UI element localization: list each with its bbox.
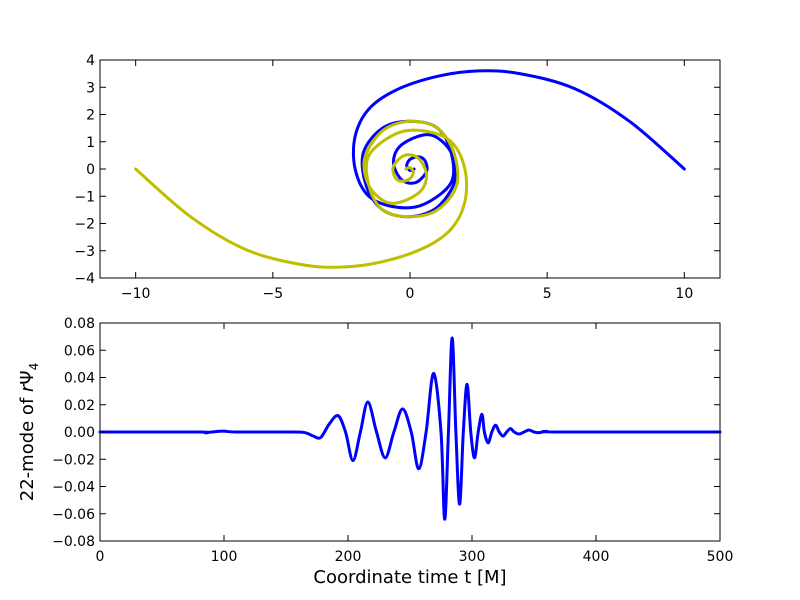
- waveform-series-group: [98, 336, 722, 521]
- waveform-y-axis-label-psi: Ψ: [17, 370, 38, 384]
- waveform-xtick-label: 0: [96, 549, 105, 565]
- trajectory-xtick-label: −5: [263, 286, 284, 302]
- waveform-plot: 0 100 200 300 400 500 0.08 0.06 0.04 0.02 0.00 −0.0…: [17, 316, 733, 588]
- trajectory-xtick-label: −10: [121, 286, 151, 302]
- trajectory-ytick-label: −3: [74, 244, 95, 260]
- waveform-x-axis-label: Coordinate time t [M]: [313, 567, 506, 588]
- waveform-ytick-label: −0.06: [52, 507, 95, 523]
- waveform-ytick-label: −0.02: [52, 452, 95, 468]
- waveform-xtick-label: 100: [211, 549, 238, 565]
- trajectory-series-group: [134, 69, 686, 269]
- trajectory-ytick-label: −1: [74, 189, 95, 205]
- trajectory-ytick-label: −2: [74, 217, 95, 233]
- trajectory-ytick-label: 3: [86, 80, 95, 96]
- waveform-ytick-label: 0.00: [64, 425, 95, 441]
- trajectory-ytick-label: 4: [86, 53, 95, 69]
- waveform-y-axis-label-prefix: 22-mode of: [17, 392, 38, 501]
- waveform-series-line-1: [98, 336, 722, 521]
- waveform-ytick-label: −0.04: [52, 480, 95, 496]
- waveform-ytick-label: 0.06: [64, 343, 95, 359]
- waveform-xtick-label: 300: [459, 549, 486, 565]
- trajectory-ytick-label: −4: [74, 271, 95, 287]
- waveform-y-axis-label-subscript: 4: [27, 363, 41, 371]
- waveform-ytick-label: 0.08: [64, 316, 95, 332]
- trajectory-xtick-label: 10: [675, 286, 693, 302]
- trajectory-ytick-label: 1: [86, 135, 95, 151]
- waveform-y-axis-label-r: r: [17, 383, 38, 392]
- trajectory-ytick-label: 0: [86, 162, 95, 178]
- waveform-xtick-label: 400: [583, 549, 610, 565]
- trajectory-series-line-2: [134, 119, 469, 269]
- trajectory-ytick-label: 2: [86, 108, 95, 124]
- trajectory-xtick-label: 5: [543, 286, 552, 302]
- waveform-xtick-label: 500: [707, 549, 734, 565]
- trajectory-xtick-label: 0: [406, 286, 415, 302]
- waveform-ytick-label: 0.02: [64, 398, 95, 414]
- waveform-ytick-label: −0.08: [52, 534, 95, 550]
- waveform-ytick-label: 0.04: [64, 371, 95, 387]
- waveform-xtick-label: 200: [335, 549, 362, 565]
- waveform-y-axis-label: 22-mode of rΨ4: [17, 363, 41, 501]
- waveform-ticks-group: 0 100 200 300 400 500 0.08 0.06 0.04 0.02 0.00 −0.0…: [52, 316, 733, 565]
